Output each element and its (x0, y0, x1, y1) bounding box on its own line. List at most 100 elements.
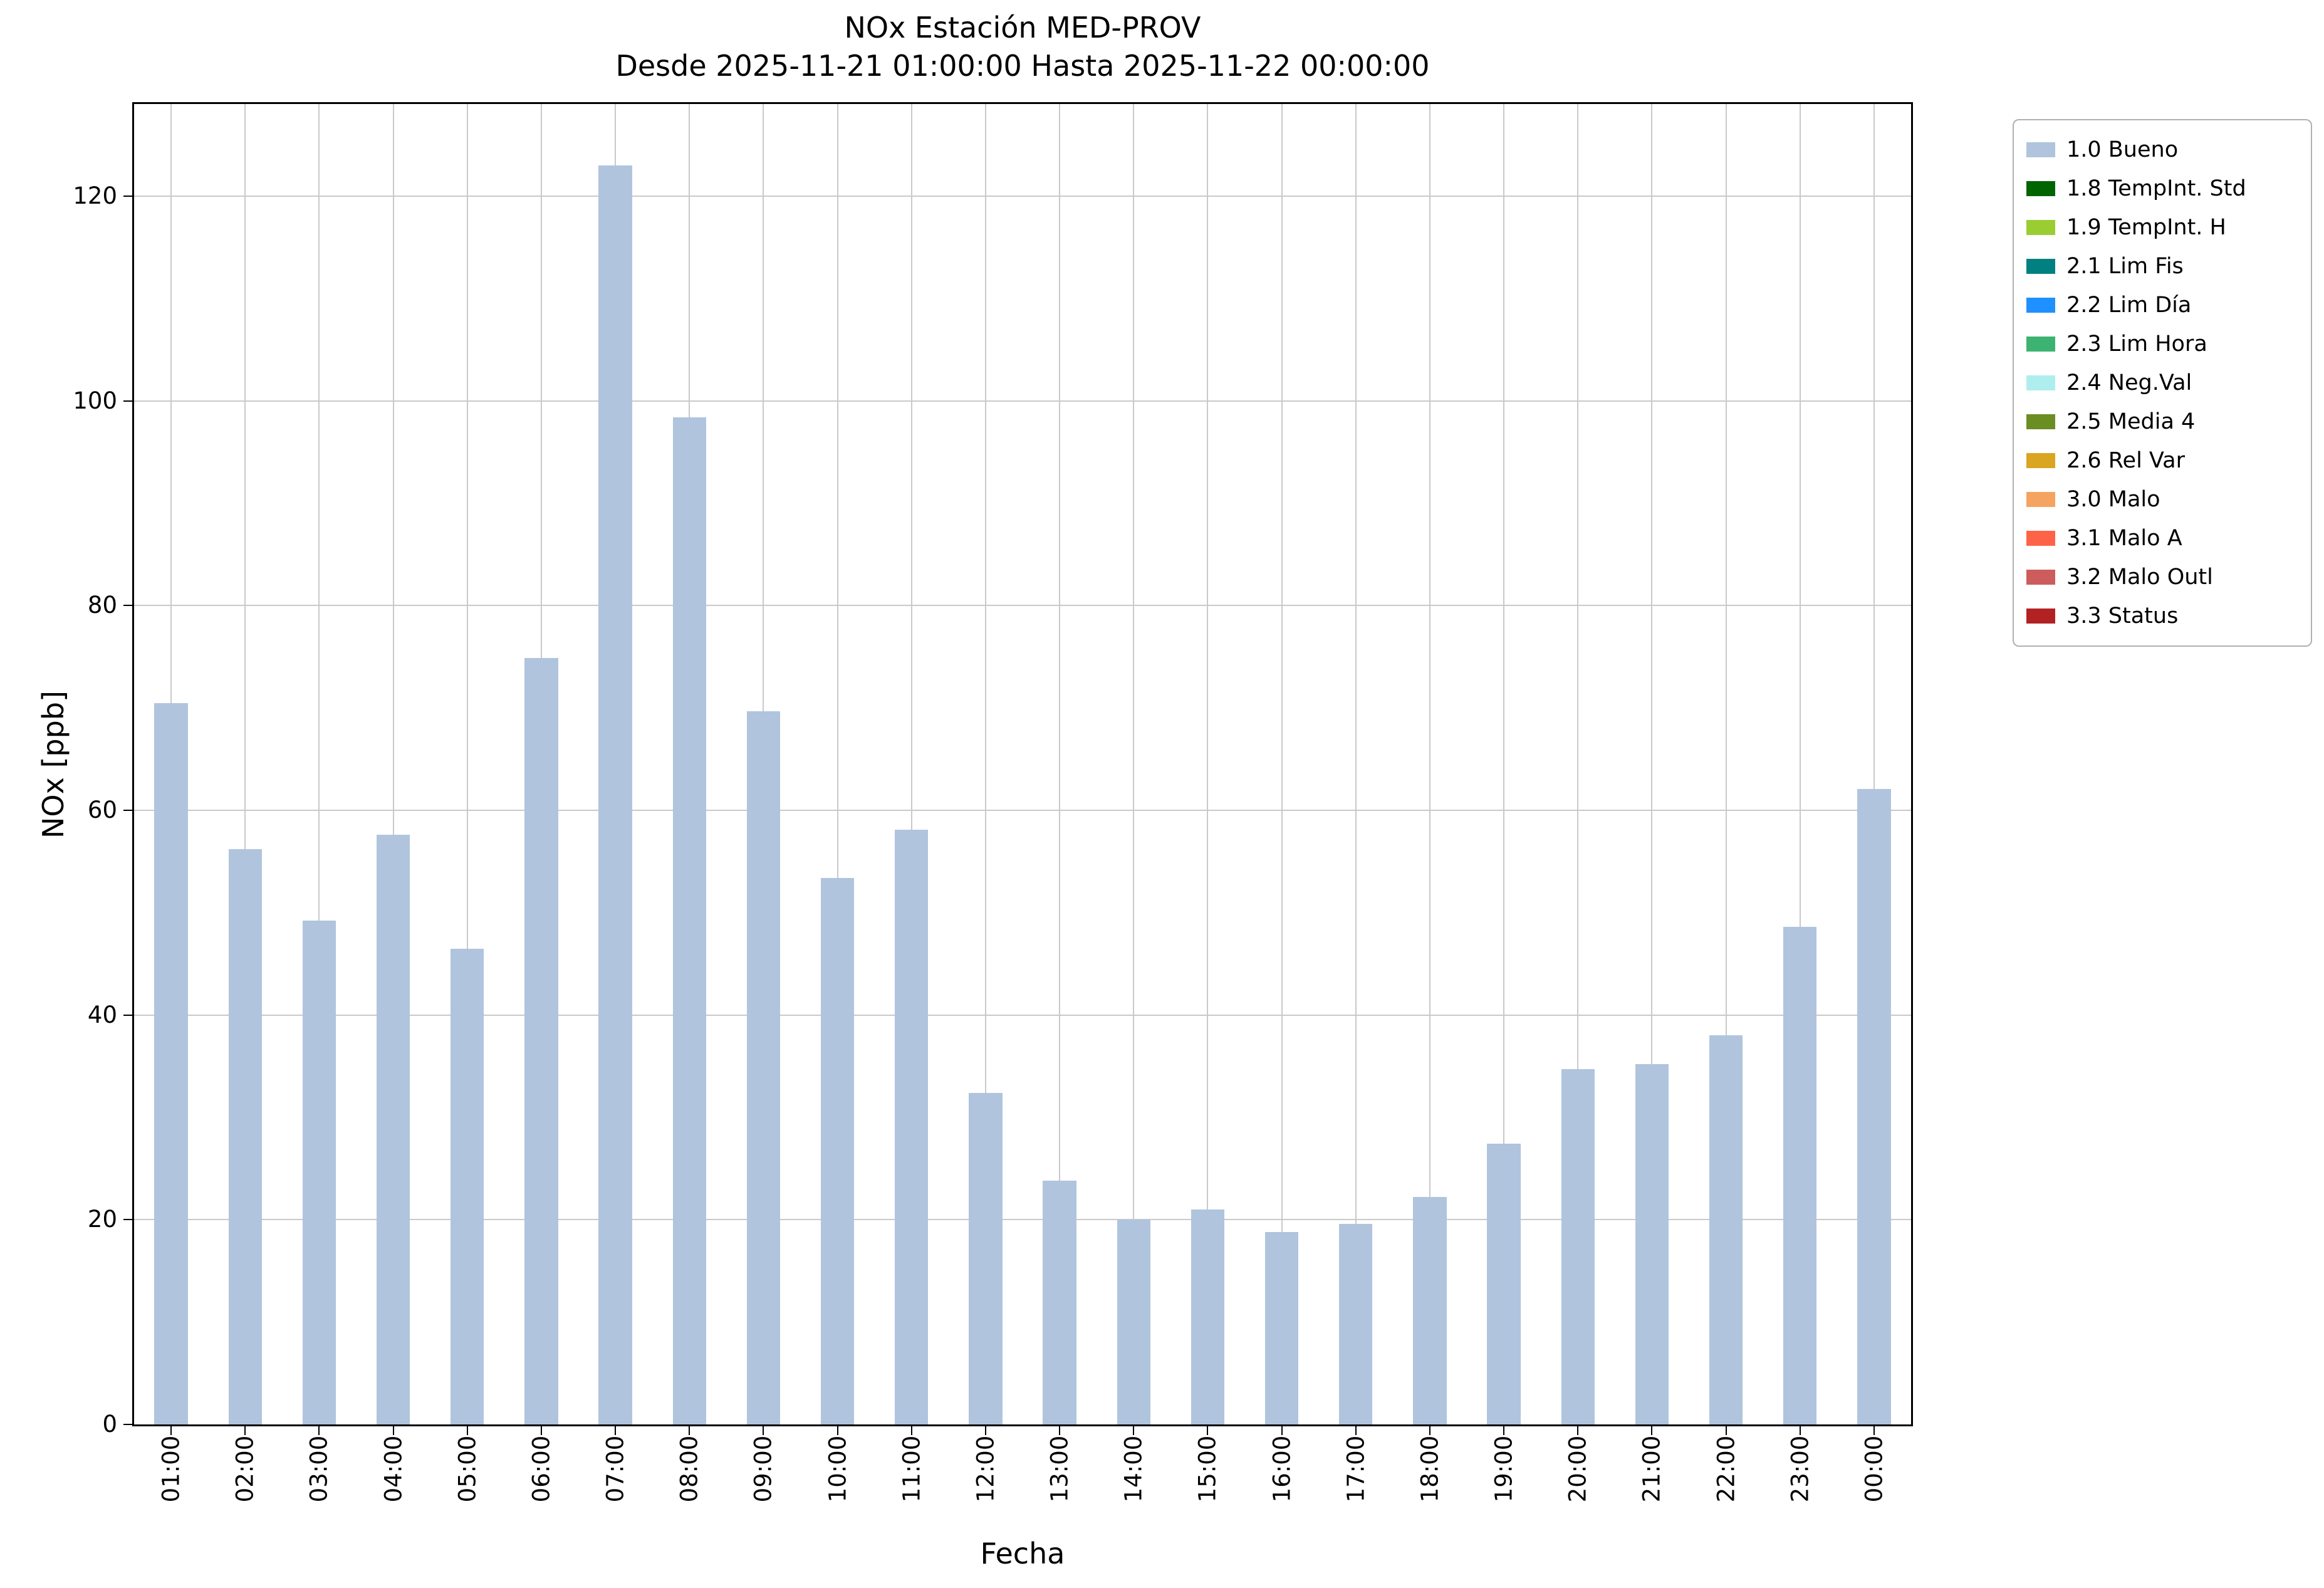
bar (1339, 1223, 1373, 1424)
y-tick-label: 120 (73, 182, 117, 209)
legend-swatch (2026, 570, 2055, 585)
bar (1191, 1209, 1224, 1424)
legend-label: 3.2 Malo Outl (2066, 565, 2213, 590)
x-tick-label: 13:00 (1046, 1435, 1073, 1503)
gridline-horizontal (134, 1219, 1911, 1221)
gridline-horizontal (134, 810, 1911, 811)
legend-item: 2.3 Lim Hora (2026, 325, 2298, 363)
gridline-vertical (1651, 104, 1653, 1424)
y-tick-mark (123, 196, 132, 197)
gridline-vertical (836, 104, 838, 1424)
gridline-vertical (1429, 104, 1430, 1424)
gridline-vertical (1281, 104, 1283, 1424)
y-tick-label: 40 (87, 1001, 117, 1028)
legend-item: 1.0 Bueno (2026, 130, 2298, 169)
bar (451, 948, 484, 1424)
bar (1264, 1231, 1299, 1424)
x-tick-label: 05:00 (454, 1435, 481, 1503)
bar (672, 417, 706, 1424)
x-tick-mark (763, 1426, 764, 1435)
x-tick-label: 23:00 (1786, 1435, 1814, 1503)
x-tick-label: 17:00 (1342, 1435, 1370, 1503)
bar (524, 657, 558, 1424)
legend-item: 2.2 Lim Día (2026, 286, 2298, 325)
y-tick-mark (123, 1424, 132, 1425)
legend-label: 2.1 Lim Fis (2066, 254, 2184, 279)
chart-title: NOx Estación MED-PROV Desde 2025-11-21 0… (132, 9, 1913, 85)
x-tick-label: 07:00 (602, 1435, 629, 1503)
x-tick-mark (1799, 1426, 1801, 1435)
y-tick-label: 60 (87, 797, 117, 823)
bar (1043, 1181, 1076, 1424)
legend-item: 3.2 Malo Outl (2026, 558, 2298, 597)
chart-title-line2: Desde 2025-11-21 01:00:00 Hasta 2025-11-… (615, 48, 1430, 83)
legend-label: 1.8 TempInt. Std (2066, 176, 2246, 201)
legend-swatch (2026, 414, 2055, 429)
legend-swatch (2026, 298, 2055, 313)
gridline-vertical (1799, 104, 1801, 1424)
x-tick-mark (689, 1426, 690, 1435)
y-tick-mark (123, 810, 132, 811)
legend-label: 1.9 TempInt. H (2066, 215, 2226, 240)
x-tick-label: 00:00 (1860, 1435, 1888, 1503)
y-tick-mark (123, 400, 132, 402)
legend-swatch (2026, 259, 2055, 274)
gridline-vertical (1207, 104, 1209, 1424)
legend-item: 3.3 Status (2026, 597, 2298, 635)
x-tick-mark (1355, 1426, 1357, 1435)
legend: 1.0 Bueno 1.8 TempInt. Std 1.9 TempInt. H 2… (2013, 119, 2312, 647)
x-tick-label: 01:00 (157, 1435, 185, 1503)
gridline-vertical (318, 104, 320, 1424)
gridline-vertical (984, 104, 986, 1424)
bar (302, 921, 336, 1424)
x-tick-mark (1207, 1426, 1209, 1435)
y-tick-label: 100 (73, 387, 117, 414)
x-tick-label: 21:00 (1638, 1435, 1665, 1503)
x-tick-label: 22:00 (1712, 1435, 1740, 1503)
legend-label: 1.0 Bueno (2066, 137, 2179, 162)
x-tick-mark (318, 1426, 320, 1435)
x-tick-mark (1503, 1426, 1505, 1435)
legend-swatch (2026, 181, 2055, 196)
legend-item: 3.0 Malo (2026, 480, 2298, 519)
gridline-horizontal (134, 196, 1911, 197)
x-tick-mark (1725, 1426, 1727, 1435)
bar (1709, 1035, 1743, 1424)
legend-item: 2.1 Lim Fis (2026, 247, 2298, 286)
gridline-vertical (1873, 104, 1875, 1424)
y-tick-mark (123, 1219, 132, 1221)
x-tick-mark (1873, 1426, 1875, 1435)
x-tick-mark (1059, 1426, 1061, 1435)
x-tick-mark (984, 1426, 986, 1435)
bar (1487, 1144, 1521, 1424)
gridline-vertical (1503, 104, 1505, 1424)
legend-label: 2.2 Lim Día (2066, 293, 2192, 318)
bar (1857, 788, 1891, 1424)
plot-area (132, 102, 1913, 1426)
gridline-vertical (1577, 104, 1579, 1424)
legend-label: 2.5 Media 4 (2066, 409, 2196, 434)
x-tick-mark (1281, 1426, 1283, 1435)
legend-swatch (2026, 220, 2055, 235)
legend-label: 2.3 Lim Hora (2066, 332, 2207, 357)
legend-label: 2.6 Rel Var (2066, 448, 2185, 473)
x-tick-label: 03:00 (305, 1435, 333, 1503)
bar (1783, 927, 1817, 1424)
x-tick-mark (244, 1426, 246, 1435)
gridline-horizontal (134, 605, 1911, 607)
x-tick-label: 14:00 (1120, 1435, 1147, 1503)
x-tick-label: 15:00 (1194, 1435, 1221, 1503)
chart-title-line1: NOx Estación MED-PROV (844, 11, 1201, 44)
gridline-vertical (466, 104, 468, 1424)
x-tick-mark (170, 1426, 172, 1435)
bar (1117, 1220, 1150, 1424)
gridline-vertical (1133, 104, 1135, 1424)
gridline-vertical (244, 104, 246, 1424)
bar (1635, 1064, 1669, 1424)
legend-swatch (2026, 609, 2055, 624)
x-tick-mark (1577, 1426, 1579, 1435)
x-tick-mark (1429, 1426, 1430, 1435)
x-tick-label: 08:00 (675, 1435, 703, 1503)
gridline-vertical (1355, 104, 1357, 1424)
